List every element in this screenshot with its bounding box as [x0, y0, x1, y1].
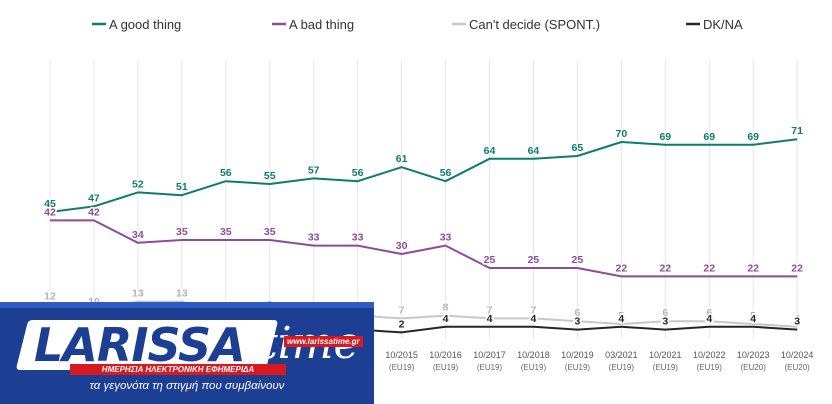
data-label-dk-na-12: 3	[574, 316, 580, 328]
data-label-a-good-thing-12: 65	[572, 142, 584, 154]
data-label-a-bad-thing-2: 34	[132, 229, 144, 241]
x-tick-sublabel-17: (EU20)	[784, 363, 810, 372]
legend-label-can-t-decide-spont: Can't decide (SPONT.)	[469, 17, 600, 32]
data-label-a-good-thing-7: 56	[352, 167, 364, 179]
data-label-a-good-thing-6: 57	[308, 164, 320, 176]
legend-label-dk-na: DK/NA	[703, 17, 743, 32]
x-tick-sublabel-9: (EU19)	[433, 363, 459, 372]
data-label-can-t-decide-spont-0: 12	[44, 290, 56, 302]
data-label-can-t-decide-spont-12: 6	[574, 307, 580, 319]
series-line-a-good-thing	[49, 138, 798, 213]
data-label-a-good-thing-16: 69	[747, 131, 759, 143]
x-tick-label-13: 03/2021	[605, 350, 638, 360]
data-label-a-bad-thing-9: 33	[440, 232, 452, 244]
data-label-a-bad-thing-12: 25	[572, 254, 584, 266]
data-label-dk-na-11: 4	[531, 313, 537, 325]
data-label-a-good-thing-2: 52	[132, 178, 144, 190]
data-label-can-t-decide-spont-10: 7	[487, 304, 493, 316]
data-label-a-bad-thing-17: 22	[791, 262, 803, 274]
x-tick-sublabel-12: (EU19)	[565, 363, 591, 372]
data-label-a-bad-thing-6: 33	[308, 232, 320, 244]
larissatime-watermark-logo: LARISSA time www.larissatime.gr ΗΜΕΡΗΣΙΑ…	[0, 302, 374, 404]
data-label-a-good-thing-4: 56	[220, 167, 232, 179]
data-label-can-t-decide-spont-15: 6	[706, 307, 712, 319]
data-label-can-t-decide-spont-3: 13	[176, 288, 188, 300]
data-label-dk-na-9: 4	[443, 313, 449, 325]
data-label-a-good-thing-1: 47	[88, 192, 100, 204]
data-label-a-bad-thing-11: 25	[528, 254, 540, 266]
x-tick-sublabel-15: (EU19)	[697, 363, 723, 372]
data-label-can-t-decide-spont-14: 6	[662, 307, 668, 319]
data-label-can-t-decide-spont-9: 8	[443, 302, 449, 314]
x-tick-label-10: 10/2017	[473, 350, 506, 360]
x-tick-sublabel-13: (EU19)	[609, 363, 635, 372]
logo-brand-word: LARISSA	[34, 318, 246, 372]
data-label-a-bad-thing-16: 22	[747, 262, 759, 274]
data-label-dk-na-14: 3	[662, 316, 668, 328]
data-label-a-bad-thing-15: 22	[703, 262, 715, 274]
data-label-dk-na-15: 4	[706, 313, 712, 325]
data-label-a-bad-thing-14: 22	[659, 262, 671, 274]
legend-label-a-bad-thing: A bad thing	[289, 17, 354, 32]
data-label-can-t-decide-spont-13: 5	[618, 310, 624, 322]
data-label-a-bad-thing-7: 33	[352, 232, 364, 244]
data-label-a-good-thing-13: 70	[616, 128, 628, 140]
data-label-a-bad-thing-13: 22	[616, 262, 628, 274]
series-line-can-t-decide-spont	[49, 300, 798, 328]
x-tick-sublabel-8: (EU19)	[389, 363, 415, 372]
data-label-a-bad-thing-10: 25	[484, 254, 496, 266]
data-label-a-bad-thing-4: 35	[220, 226, 232, 238]
legend-label-a-good-thing: A good thing	[109, 17, 181, 32]
data-label-a-good-thing-5: 55	[264, 170, 276, 182]
x-tick-sublabel-11: (EU19)	[521, 363, 547, 372]
data-label-a-good-thing-9: 56	[440, 167, 452, 179]
data-label-can-t-decide-spont-11: 7	[531, 304, 537, 316]
data-label-a-good-thing-0: 45	[44, 198, 56, 210]
logo-tagline: ΗΜΕΡΗΣΙΑ ΗΛΕΚΤΡΟΝΙΚΗ ΕΦΗΜΕΡΙΔΑ	[70, 364, 286, 375]
data-label-dk-na-13: 4	[618, 313, 624, 325]
x-tick-label-8: 10/2015	[385, 350, 418, 360]
data-label-a-bad-thing-3: 35	[176, 226, 188, 238]
data-label-a-good-thing-8: 61	[396, 153, 408, 165]
data-label-a-good-thing-14: 69	[659, 131, 671, 143]
x-tick-sublabel-10: (EU19)	[477, 363, 503, 372]
logo-site-url: www.larissatime.gr	[284, 336, 363, 347]
x-tick-sublabel-16: (EU20)	[741, 363, 767, 372]
data-label-a-bad-thing-0: 42	[44, 206, 56, 218]
data-label-a-bad-thing-1: 42	[88, 206, 100, 218]
data-label-a-bad-thing-8: 30	[396, 240, 408, 252]
data-label-dk-na-16: 4	[750, 313, 756, 325]
data-label-dk-na-8: 2	[399, 318, 405, 330]
x-tick-label-11: 10/2018	[517, 350, 550, 360]
data-label-can-t-decide-spont-2: 13	[132, 288, 144, 300]
data-label-a-good-thing-15: 69	[703, 131, 715, 143]
x-tick-label-17: 10/2024	[781, 350, 814, 360]
logo-slogan: τα γεγονότα τη στιγμή που συμβαίνουν	[89, 380, 285, 392]
data-label-a-bad-thing-5: 35	[264, 226, 276, 238]
data-label-can-t-decide-spont-8: 7	[399, 304, 405, 316]
data-label-dk-na-10: 4	[487, 313, 493, 325]
data-label-a-good-thing-10: 64	[484, 145, 496, 157]
data-label-dk-na-17: 3	[794, 316, 800, 328]
x-tick-label-9: 10/2016	[429, 350, 462, 360]
logo-top-stripe	[0, 302, 374, 308]
x-tick-label-16: 10/2023	[737, 350, 770, 360]
data-label-a-good-thing-11: 64	[528, 145, 540, 157]
series-line-a-bad-thing	[50, 219, 798, 278]
x-tick-label-14: 10/2021	[649, 350, 682, 360]
data-label-a-good-thing-3: 51	[176, 181, 188, 193]
logo-brand: LARISSA time www.larissatime.gr	[15, 314, 363, 374]
x-tick-label-15: 10/2022	[693, 350, 726, 360]
data-label-can-t-decide-spont-17: 4	[794, 313, 800, 325]
data-label-can-t-decide-spont-16: 5	[750, 310, 756, 322]
data-label-a-good-thing-17: 71	[791, 125, 803, 137]
x-tick-label-12: 10/2019	[561, 350, 594, 360]
x-tick-sublabel-14: (EU19)	[653, 363, 679, 372]
